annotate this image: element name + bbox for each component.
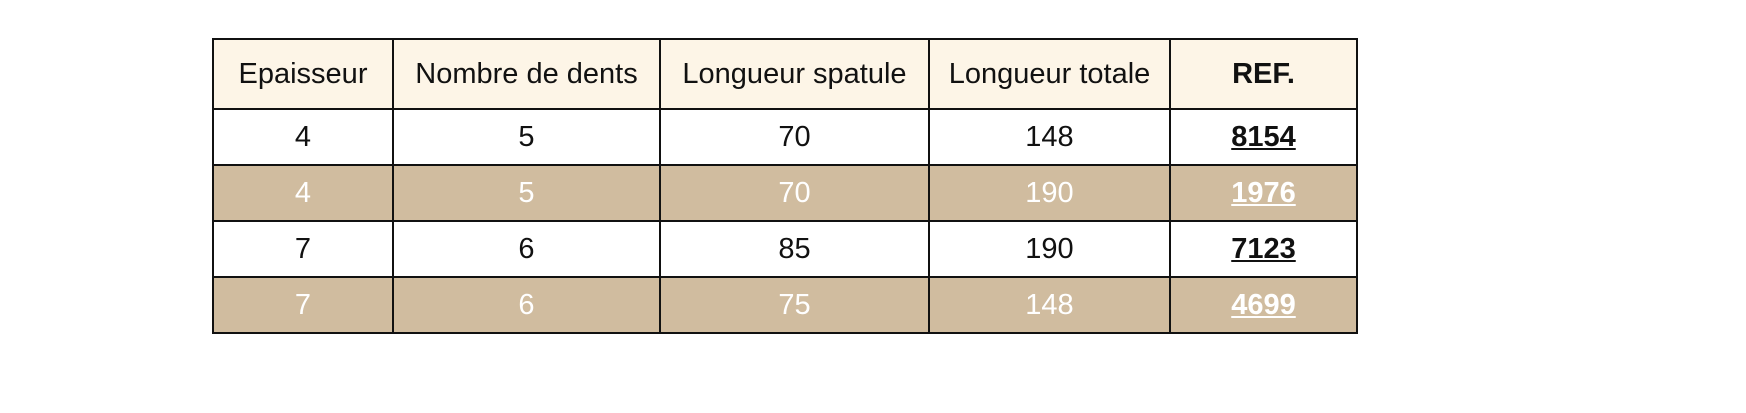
cell-epaisseur: 7 xyxy=(212,276,394,334)
header-ref: REF. xyxy=(1169,38,1358,110)
ref-link[interactable]: 1976 xyxy=(1231,176,1296,209)
cell-longueur-spatule: 70 xyxy=(659,164,930,222)
header-longueur-totale: Longueur totale xyxy=(928,38,1171,110)
cell-ref: 7123 xyxy=(1169,220,1358,278)
cell-ref: 4699 xyxy=(1169,276,1358,334)
header-nombre-de-dents: Nombre de dents xyxy=(392,38,661,110)
cell-longueur-totale: 148 xyxy=(928,108,1171,166)
table-row: 7 6 85 190 7123 xyxy=(212,220,1358,278)
cell-epaisseur: 4 xyxy=(212,108,394,166)
cell-nombre-de-dents: 5 xyxy=(392,108,661,166)
cell-epaisseur: 7 xyxy=(212,220,394,278)
cell-longueur-spatule: 70 xyxy=(659,108,930,166)
ref-link[interactable]: 7123 xyxy=(1231,232,1296,265)
cell-longueur-totale: 148 xyxy=(928,276,1171,334)
header-longueur-spatule: Longueur spatule xyxy=(659,38,930,110)
ref-link[interactable]: 8154 xyxy=(1231,120,1296,153)
cell-nombre-de-dents: 5 xyxy=(392,164,661,222)
cell-nombre-de-dents: 6 xyxy=(392,220,661,278)
table-row: 7 6 75 148 4699 xyxy=(212,276,1358,334)
cell-ref: 1976 xyxy=(1169,164,1358,222)
cell-ref: 8154 xyxy=(1169,108,1358,166)
cell-longueur-totale: 190 xyxy=(928,220,1171,278)
table-row: 4 5 70 148 8154 xyxy=(212,108,1358,166)
header-epaisseur: Epaisseur xyxy=(212,38,394,110)
product-table: Epaisseur Nombre de dents Longueur spatu… xyxy=(212,38,1358,334)
cell-epaisseur: 4 xyxy=(212,164,394,222)
cell-longueur-spatule: 75 xyxy=(659,276,930,334)
cell-longueur-totale: 190 xyxy=(928,164,1171,222)
cell-longueur-spatule: 85 xyxy=(659,220,930,278)
cell-nombre-de-dents: 6 xyxy=(392,276,661,334)
header-row: Epaisseur Nombre de dents Longueur spatu… xyxy=(212,38,1358,110)
table-row: 4 5 70 190 1976 xyxy=(212,164,1358,222)
ref-link[interactable]: 4699 xyxy=(1231,288,1296,321)
